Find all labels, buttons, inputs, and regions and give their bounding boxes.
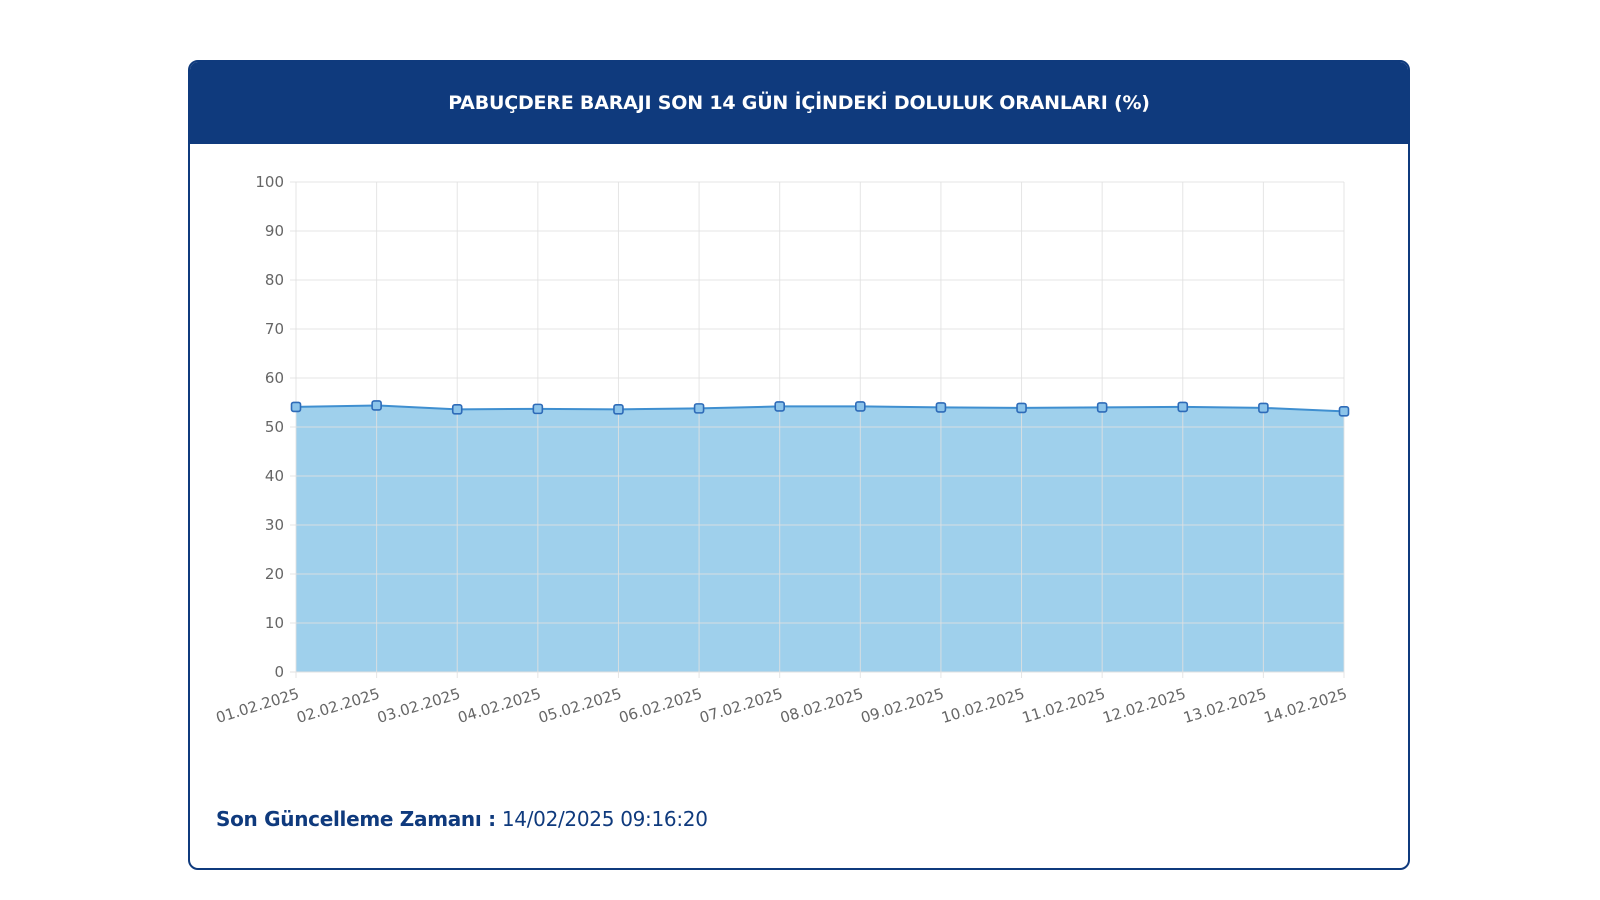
- data-point: [371, 400, 382, 411]
- x-tick-label: 13.02.2025: [1181, 685, 1268, 727]
- y-tick-label: 30: [265, 516, 284, 534]
- data-point: [935, 402, 947, 413]
- x-tick-label: 14.02.2025: [1262, 685, 1349, 727]
- x-tick-label: 11.02.2025: [1020, 685, 1107, 727]
- x-tick-label: 08.02.2025: [778, 685, 865, 727]
- data-point: [1338, 406, 1350, 417]
- data-point: [290, 401, 302, 413]
- y-tick-label: 0: [274, 663, 284, 681]
- x-tick-label: 04.02.2025: [456, 685, 543, 727]
- y-tick-label: 60: [265, 369, 284, 387]
- data-point: [613, 404, 624, 415]
- fill-rate-chart: 0 10 20 30 40 50 60 70 80 90 100 01.02.202502.02.20…: [214, 173, 1350, 727]
- data-point: [774, 401, 785, 412]
- last-update: Son Güncelleme Zamanı : 14/02/2025 09:16…: [216, 807, 708, 831]
- y-tick-label: 100: [255, 173, 284, 191]
- chart-area: 0 10 20 30 40 50 60 70 80 90 100 01.02.2025 02.02.20…: [190, 144, 1408, 804]
- data-point: [451, 404, 463, 415]
- data-point: [1096, 402, 1108, 413]
- last-update-label: Son Güncelleme Zamanı :: [216, 807, 496, 831]
- x-tick-label: 09.02.2025: [859, 685, 946, 727]
- x-tick-label: 06.02.2025: [617, 685, 704, 727]
- data-point: [693, 403, 705, 414]
- x-tick-label: 12.02.2025: [1101, 685, 1188, 727]
- data-point: [532, 403, 544, 415]
- x-tick-label: 10.02.2025: [939, 685, 1026, 727]
- data-point: [1177, 401, 1189, 413]
- y-tick-label: 10: [265, 614, 284, 632]
- x-tick-label: 07.02.2025: [697, 685, 784, 727]
- series-line: [295, 404, 1345, 413]
- data-point: [855, 401, 866, 412]
- x-tick-label: 05.02.2025: [536, 685, 623, 727]
- data-point: [1016, 402, 1027, 414]
- y-tick-label: 40: [265, 467, 284, 485]
- x-tick-label: 02.02.2025: [294, 685, 381, 727]
- y-tick-label: 70: [265, 320, 284, 338]
- area-fill: [296, 405, 1344, 672]
- data-point: [1258, 402, 1269, 414]
- y-tick-label: 90: [265, 222, 284, 240]
- y-tick-label: 50: [265, 418, 284, 436]
- x-tick-label: 03.02.2025: [375, 685, 462, 727]
- chart-card: PABUÇDERE BARAJI SON 14 GÜN İÇİNDEKİ DOL…: [188, 60, 1410, 870]
- y-tick-label: 80: [265, 271, 284, 289]
- x-tick-label: 01.02.2025: [214, 685, 301, 727]
- last-update-value: 14/02/2025 09:16:20: [501, 807, 708, 831]
- chart-title: PABUÇDERE BARAJI SON 14 GÜN İÇİNDEKİ DOL…: [190, 62, 1408, 144]
- y-tick-label: 20: [265, 565, 284, 583]
